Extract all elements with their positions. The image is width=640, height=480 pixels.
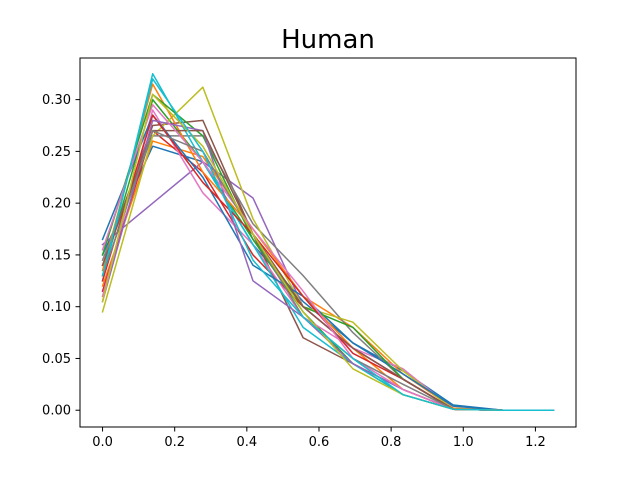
y-tick-label: 0.00 (42, 404, 71, 419)
y-tick-label: 0.20 (42, 197, 71, 212)
x-tick-label: 0.0 (92, 435, 113, 450)
x-tick-label: 0.2 (164, 435, 185, 450)
axes-layer: 0.0 0.2 0.4 0.6 0.8 1.0 1.2 0.00 0.05 0.10 0.15 0.2… (42, 57, 577, 450)
x-tick-label: 0.4 (236, 435, 257, 450)
y-tick-label: 0.30 (42, 93, 71, 108)
series-line-11 (101, 114, 555, 411)
series-layer (101, 72, 555, 411)
x-tick-label: 0.6 (309, 435, 330, 450)
x-tick-label: 0.8 (381, 435, 402, 450)
x-tick-label: 1.2 (525, 435, 546, 450)
y-tick-label: 0.10 (42, 300, 71, 315)
y-tick-label: 0.25 (42, 145, 71, 160)
y-tick-label: 0.15 (42, 248, 71, 263)
y-tick-label: 0.05 (42, 352, 71, 367)
plot-frame (79, 57, 577, 428)
chart-title: Human (281, 25, 375, 55)
x-tick-label: 1.0 (453, 435, 474, 450)
series-line-20 (101, 78, 555, 411)
